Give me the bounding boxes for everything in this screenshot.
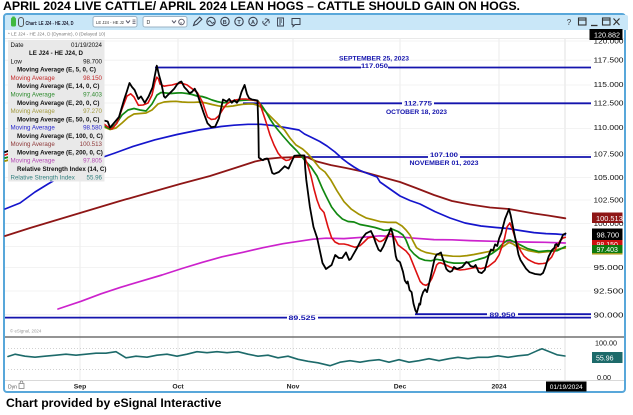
svg-text:98.580: 98.580: [83, 125, 102, 132]
svg-text:89.525: 89.525: [289, 315, 316, 322]
svg-text:* LE J24 - HE J24, D (Dynamic): * LE J24 - HE J24, D (Dynamic), 0 (Delay…: [8, 32, 106, 37]
svg-text:97.403: 97.403: [597, 247, 619, 254]
svg-text:112.775: 112.775: [404, 101, 432, 108]
svg-text:112.500: 112.500: [594, 101, 624, 108]
svg-text:120.000: 120.000: [594, 39, 624, 46]
svg-text:Chart provided by eSignal Inte: Chart provided by eSignal Interactive: [6, 396, 222, 410]
svg-text:Moving Average: Moving Average: [11, 75, 56, 82]
svg-text:Moving Average: Moving Average: [11, 158, 56, 165]
svg-text:100.00: 100.00: [595, 338, 617, 347]
svg-text:92.500: 92.500: [594, 289, 624, 296]
svg-text:Relative Strength Index (14, C: Relative Strength Index (14, C): [17, 166, 106, 173]
svg-text:Moving Average (E, 14, 0, C): Moving Average (E, 14, 0, C): [17, 83, 99, 90]
svg-text:110.000: 110.000: [594, 125, 624, 132]
svg-text:Moving Average: Moving Average: [11, 108, 56, 115]
svg-text:100.513: 100.513: [596, 214, 623, 223]
svg-text:55.96: 55.96: [596, 355, 614, 362]
svg-text:© eSignal, 2024: © eSignal, 2024: [10, 329, 42, 334]
svg-text:T: T: [237, 20, 241, 26]
svg-text:98.150: 98.150: [83, 75, 102, 82]
svg-text:OCTOBER 18, 2023: OCTOBER 18, 2023: [386, 109, 447, 116]
svg-text:89.950: 89.950: [490, 312, 516, 319]
svg-text:D: D: [147, 20, 151, 26]
svg-text:Moving Average: Moving Average: [11, 92, 56, 99]
svg-text:?: ?: [567, 18, 572, 27]
svg-text:105.000: 105.000: [594, 175, 624, 182]
svg-text:95.000: 95.000: [594, 265, 624, 272]
svg-text:LE J24 - HE J2: LE J24 - HE J2: [96, 20, 124, 25]
svg-text:98.700: 98.700: [83, 58, 102, 65]
svg-text:0.00: 0.00: [597, 373, 611, 382]
svg-text:102.500: 102.500: [594, 198, 624, 205]
svg-text:98.700: 98.700: [597, 230, 620, 239]
svg-text:120.882: 120.882: [594, 31, 620, 40]
svg-text:Moving Average (E, 5, 0, C): Moving Average (E, 5, 0, C): [17, 67, 96, 74]
svg-text:100.513: 100.513: [80, 141, 103, 148]
svg-text:01/19/2024: 01/19/2024: [550, 384, 583, 391]
svg-text:107.500: 107.500: [594, 152, 624, 159]
svg-text:APRIL 2024 LIVE CATTLE/ APRIL: APRIL 2024 LIVE CATTLE/ APRIL 2024 LEAN …: [3, 0, 520, 13]
svg-text:55.96: 55.96: [87, 174, 103, 181]
svg-text:97.403: 97.403: [83, 92, 102, 99]
svg-text:100.000: 100.000: [594, 221, 624, 228]
svg-text:Moving Average: Moving Average: [11, 141, 56, 148]
svg-text:Sep: Sep: [74, 384, 86, 391]
svg-text:Moving Average (E, 50, 0, C): Moving Average (E, 50, 0, C): [17, 116, 99, 123]
svg-text:Nov: Nov: [287, 384, 300, 391]
svg-text:107.100: 107.100: [430, 152, 458, 159]
svg-text:117.500: 117.500: [594, 58, 624, 65]
svg-text:Oct: Oct: [172, 384, 184, 391]
svg-text:97.270: 97.270: [83, 108, 102, 115]
svg-text:Moving Average (E, 200, 0, C): Moving Average (E, 200, 0, C): [17, 149, 103, 156]
svg-text:SEPTEMBER 25, 2023: SEPTEMBER 25, 2023: [339, 55, 409, 62]
svg-text:Low: Low: [11, 58, 23, 65]
svg-text:Moving Average (E, 100, 0, C): Moving Average (E, 100, 0, C): [17, 133, 103, 140]
svg-text:B: B: [223, 20, 227, 26]
svg-text:90.000: 90.000: [594, 312, 624, 319]
svg-text:117.050: 117.050: [361, 63, 388, 70]
svg-text:98.150: 98.150: [597, 242, 619, 249]
svg-text:Dec: Dec: [394, 384, 407, 391]
svg-text:Moving Average: Moving Average: [11, 125, 56, 132]
svg-text:Moving Average (E, 20, 0, C): Moving Average (E, 20, 0, C): [17, 100, 99, 107]
svg-text:NOVEMBER 01, 2023: NOVEMBER 01, 2023: [410, 160, 479, 167]
svg-text:115.000: 115.000: [594, 82, 624, 89]
svg-text:Relative Strength Index: Relative Strength Index: [11, 174, 76, 181]
svg-text:97.805: 97.805: [83, 158, 102, 165]
svg-text:A: A: [251, 20, 255, 26]
svg-text:01/19/2024: 01/19/2024: [71, 42, 103, 49]
svg-text:2024: 2024: [491, 384, 506, 391]
svg-text:Date: Date: [11, 42, 25, 49]
svg-text:Chart: LE J24 - HE J24, D: Chart: LE J24 - HE J24, D: [26, 21, 74, 27]
svg-text:Dyn: Dyn: [8, 385, 17, 391]
svg-text:LE J24 - HE J24, D: LE J24 - HE J24, D: [29, 50, 84, 57]
svg-text:o: o: [180, 20, 183, 25]
